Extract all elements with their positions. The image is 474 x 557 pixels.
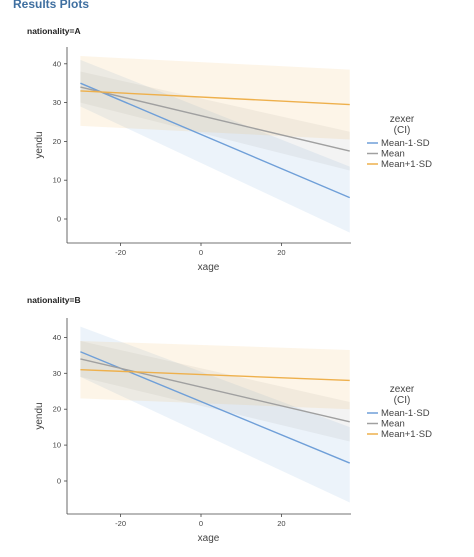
y-tick-label: 10 (53, 441, 61, 450)
ci-band (80, 340, 350, 442)
chart-panel-1: nationality=A 0 10 20 30 40 -20 0 20 xage yendu zex… (27, 26, 432, 273)
y-axis-label: yendu (34, 402, 45, 429)
ci-band (80, 326, 350, 503)
chart-panel-2: nationality=B 0 10 20 30 40 -20 0 20 xage yendu zex… (27, 295, 432, 544)
y-axis-label: yendu (34, 131, 45, 158)
y-tick-label: 40 (53, 59, 61, 68)
series-line (80, 90, 350, 106)
legend-item-label: Mean (381, 419, 405, 430)
x-tick-label: -20 (115, 248, 126, 257)
series-line (80, 369, 350, 382)
legend-subtitle: (CI) (394, 125, 411, 136)
x-tick-label: 20 (277, 519, 285, 528)
legend-subtitle: (CI) (394, 395, 411, 406)
x-axis-label: xage (198, 533, 220, 544)
y-tick-label: 30 (53, 369, 61, 378)
y-tick-label: 20 (53, 137, 61, 146)
y-tick-label: 40 (53, 333, 61, 342)
legend-item-label: Mean+1·SD (381, 429, 432, 440)
series-line (80, 86, 350, 152)
y-tick-label: 0 (57, 477, 61, 486)
series-line (80, 358, 350, 423)
legend-item-label: Mean-1·SD (381, 408, 430, 419)
series-line (80, 82, 351, 199)
x-tick-label: 0 (199, 248, 203, 257)
legend-item-label: Mean (381, 149, 405, 160)
y-tick-label: 30 (53, 98, 61, 107)
legend-title: zexer (390, 114, 415, 125)
ci-band (80, 71, 350, 171)
y-tick-label: 20 (53, 405, 61, 414)
x-tick-label: 0 (199, 519, 203, 528)
legend-title: zexer (390, 384, 415, 395)
x-tick-label: -20 (115, 519, 126, 528)
page-title: Results Plots (13, 0, 90, 11)
legend-item-label: Mean+1·SD (381, 159, 432, 170)
x-axis-label: xage (198, 262, 220, 273)
x-tick-label: 20 (277, 248, 285, 257)
panel-label: nationality=A (27, 26, 81, 36)
legend-item-label: Mean-1·SD (381, 138, 430, 149)
y-tick-label: 10 (53, 176, 61, 185)
y-tick-label: 0 (57, 215, 61, 224)
panel-label: nationality=B (27, 295, 81, 305)
series-line (80, 351, 351, 464)
